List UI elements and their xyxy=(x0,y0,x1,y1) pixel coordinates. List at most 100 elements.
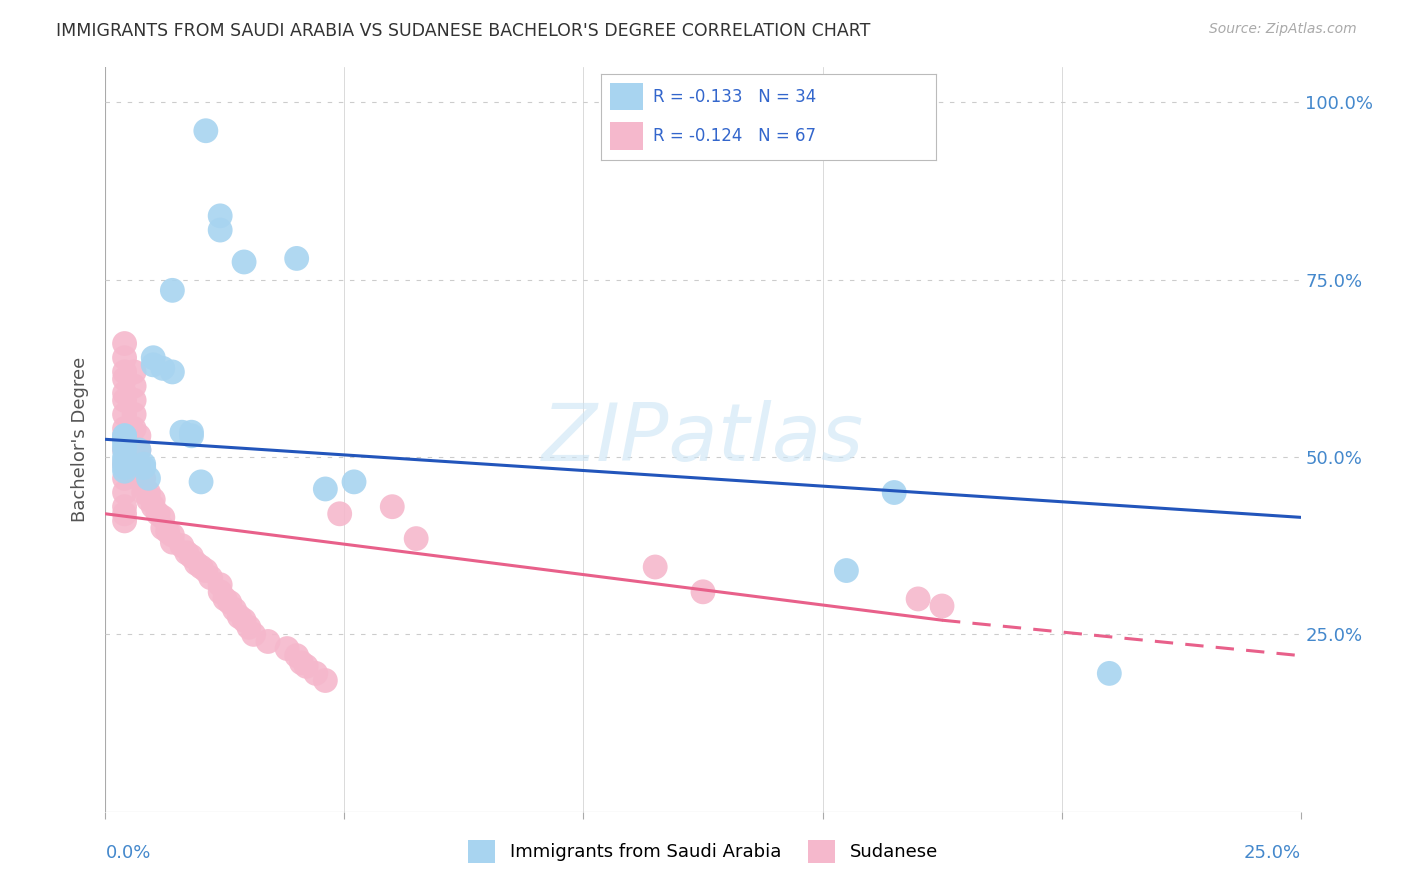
Point xyxy=(122,422,145,436)
Point xyxy=(381,500,404,514)
Point xyxy=(242,627,264,641)
Point xyxy=(138,492,160,507)
Point xyxy=(190,475,212,489)
Point xyxy=(152,510,174,524)
Point xyxy=(162,284,184,298)
Point xyxy=(233,255,256,269)
Point xyxy=(156,524,179,539)
Point xyxy=(209,223,232,237)
Point xyxy=(114,514,136,528)
Point xyxy=(122,393,145,408)
Point xyxy=(180,549,202,564)
Point xyxy=(209,578,232,592)
Point xyxy=(114,408,136,422)
Point xyxy=(343,475,366,489)
Point xyxy=(162,365,184,379)
Point xyxy=(142,351,165,365)
Point xyxy=(233,613,256,627)
Point xyxy=(128,442,150,457)
Point xyxy=(114,435,136,450)
Point xyxy=(883,485,905,500)
Point xyxy=(152,521,174,535)
Point xyxy=(194,124,217,138)
Point xyxy=(128,457,150,471)
Point xyxy=(162,528,184,542)
Point xyxy=(122,408,145,422)
Point xyxy=(209,584,232,599)
Point xyxy=(1098,666,1121,681)
Point xyxy=(186,557,208,571)
Point xyxy=(114,450,136,464)
Point xyxy=(329,507,352,521)
Point xyxy=(114,336,136,351)
Point xyxy=(907,591,929,606)
Point xyxy=(114,464,136,478)
Point xyxy=(138,471,160,485)
Point xyxy=(114,433,136,447)
Point xyxy=(114,471,136,485)
Text: 25.0%: 25.0% xyxy=(1243,844,1301,862)
Point xyxy=(138,485,160,500)
Point xyxy=(114,351,136,365)
Point xyxy=(190,560,212,574)
Text: ZIPatlas: ZIPatlas xyxy=(541,401,865,478)
Point xyxy=(114,439,136,453)
Point xyxy=(931,599,953,613)
Point xyxy=(114,442,136,457)
Point xyxy=(114,507,136,521)
Point xyxy=(290,656,312,670)
Point xyxy=(128,429,150,443)
Point xyxy=(122,365,145,379)
Point xyxy=(114,372,136,386)
Point xyxy=(146,507,169,521)
Point xyxy=(238,620,260,634)
Y-axis label: Bachelor's Degree: Bachelor's Degree xyxy=(70,357,89,522)
Point xyxy=(114,393,136,408)
Point xyxy=(285,648,308,663)
Point xyxy=(114,485,136,500)
Point xyxy=(305,666,328,681)
Point xyxy=(835,564,858,578)
Point xyxy=(314,482,336,496)
Point xyxy=(128,471,150,485)
Point xyxy=(142,358,165,372)
Point xyxy=(152,361,174,376)
Text: IMMIGRANTS FROM SAUDI ARABIA VS SUDANESE BACHELOR'S DEGREE CORRELATION CHART: IMMIGRANTS FROM SAUDI ARABIA VS SUDANESE… xyxy=(56,22,870,40)
Point xyxy=(314,673,336,688)
Point xyxy=(276,641,298,656)
Point xyxy=(132,460,155,475)
Point xyxy=(142,492,165,507)
Point xyxy=(162,535,184,549)
Point xyxy=(114,422,136,436)
Text: Source: ZipAtlas.com: Source: ZipAtlas.com xyxy=(1209,22,1357,37)
Point xyxy=(170,425,193,440)
Point xyxy=(128,442,150,457)
Point xyxy=(180,429,202,443)
Point xyxy=(209,209,232,223)
Point xyxy=(214,591,236,606)
Point xyxy=(295,659,318,673)
Point xyxy=(114,442,136,457)
Point xyxy=(132,485,155,500)
Point xyxy=(114,429,136,443)
Point xyxy=(257,634,280,648)
Point xyxy=(224,602,246,616)
Point xyxy=(176,546,198,560)
Point xyxy=(228,609,250,624)
Point xyxy=(122,379,145,393)
Text: 0.0%: 0.0% xyxy=(105,844,150,862)
Point xyxy=(132,471,155,485)
Point xyxy=(180,425,202,440)
Point xyxy=(692,584,714,599)
Point xyxy=(194,564,217,578)
Point xyxy=(114,457,136,471)
Point xyxy=(142,500,165,514)
Point xyxy=(285,252,308,266)
Point xyxy=(405,532,427,546)
Point xyxy=(114,365,136,379)
Point xyxy=(170,539,193,553)
Point xyxy=(114,453,136,467)
Point xyxy=(114,429,136,443)
Point xyxy=(114,429,136,443)
Point xyxy=(200,571,222,585)
